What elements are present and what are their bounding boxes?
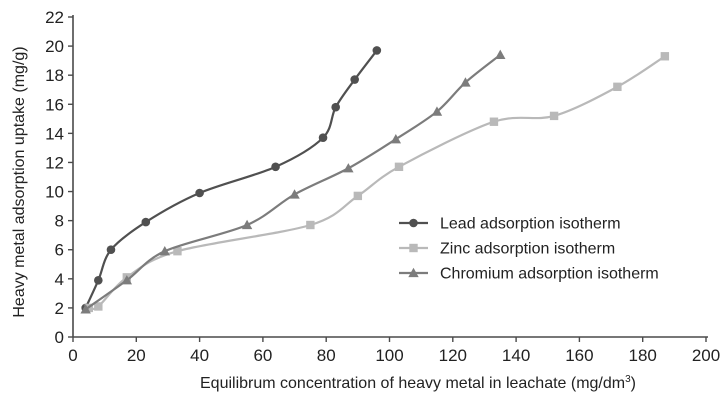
y-tick-label: 18 bbox=[45, 66, 64, 85]
lead-data-point bbox=[331, 102, 340, 112]
x-tick-label: 180 bbox=[629, 346, 657, 365]
x-tick-label: 120 bbox=[439, 346, 467, 365]
chromium-series bbox=[80, 49, 506, 314]
y-tick-label: 0 bbox=[55, 328, 64, 347]
chromium-data-point bbox=[159, 245, 170, 256]
lead-data-point bbox=[195, 188, 204, 198]
y-axis-label: Heavy metal adsorption uptake (mg/g) bbox=[11, 46, 28, 317]
lead-legend-label: Lead adsorption isotherm bbox=[440, 216, 621, 233]
lead-series bbox=[81, 46, 382, 313]
chromium-legend-label: Chromium adsorption isotherm bbox=[440, 266, 659, 283]
lead-data-point bbox=[372, 46, 382, 55]
chromium-data-point bbox=[431, 106, 443, 116]
chromium-data-point bbox=[460, 77, 471, 87]
lead-legend-marker bbox=[409, 218, 418, 228]
y-tick-label: 14 bbox=[45, 124, 64, 143]
chromium-data-point bbox=[121, 275, 133, 285]
y-tick-label: 8 bbox=[55, 212, 64, 231]
lead-data-point bbox=[94, 275, 103, 285]
zinc-legend-marker bbox=[409, 243, 418, 253]
y-tick-label: 2 bbox=[55, 299, 64, 318]
chromium-data-point bbox=[80, 304, 91, 314]
y-tick-label: 6 bbox=[55, 241, 64, 260]
x-tick-label: 200 bbox=[692, 346, 720, 365]
x-tick-label: 100 bbox=[375, 346, 403, 365]
lead-data-point bbox=[350, 75, 359, 84]
zinc-data-point bbox=[394, 162, 404, 172]
zinc-data-point bbox=[613, 82, 622, 92]
chromium-data-point bbox=[343, 163, 354, 173]
x-tick-label: 80 bbox=[317, 346, 336, 365]
lead-data-point bbox=[271, 162, 280, 172]
chromium-legend-marker bbox=[408, 267, 419, 278]
x-tick-label: 60 bbox=[253, 346, 272, 365]
y-tick-label: 4 bbox=[55, 270, 64, 289]
lead-data-point bbox=[141, 217, 151, 227]
y-tick-label: 10 bbox=[45, 183, 64, 202]
y-tick-label: 22 bbox=[45, 8, 64, 27]
x-tick-label: 0 bbox=[68, 346, 77, 365]
x-axis-label: Equilibrum concentration of heavy metal … bbox=[200, 374, 636, 392]
x-tick-label: 140 bbox=[502, 346, 530, 365]
axes: 0 20 40 60 80 100 120 140 160 180 200 0 2 4 6 8 10 12 14 16… bbox=[45, 8, 720, 365]
lead-data-point bbox=[106, 245, 116, 255]
legend: Lead adsorption isotherm Zinc adsorption … bbox=[399, 216, 659, 283]
x-tick-label: 40 bbox=[190, 346, 209, 365]
lead-data-point bbox=[318, 133, 328, 143]
chromium-data-point bbox=[495, 49, 506, 59]
x-tick-label: 20 bbox=[127, 346, 146, 365]
zinc-data-point bbox=[489, 117, 499, 126]
chromium-series-line bbox=[85, 53, 501, 311]
zinc-data-point bbox=[306, 220, 315, 230]
zinc-data-point bbox=[660, 52, 670, 61]
y-tick-label: 20 bbox=[45, 37, 64, 56]
chromium-data-point bbox=[390, 133, 402, 144]
x-tick-label: 160 bbox=[565, 346, 593, 365]
zinc-data-point bbox=[173, 246, 182, 256]
chromium-data-point bbox=[241, 219, 253, 230]
zinc-data-point bbox=[353, 191, 363, 201]
y-tick-label: 16 bbox=[45, 95, 64, 114]
chromium-data-point bbox=[289, 189, 300, 199]
zinc-data-point bbox=[94, 302, 103, 311]
lead-series-line bbox=[84, 49, 378, 309]
series-layer bbox=[80, 46, 670, 314]
zinc-data-point bbox=[549, 111, 559, 121]
zinc-legend-label: Zinc adsorption isotherm bbox=[440, 241, 615, 258]
y-tick-label: 12 bbox=[45, 153, 64, 172]
